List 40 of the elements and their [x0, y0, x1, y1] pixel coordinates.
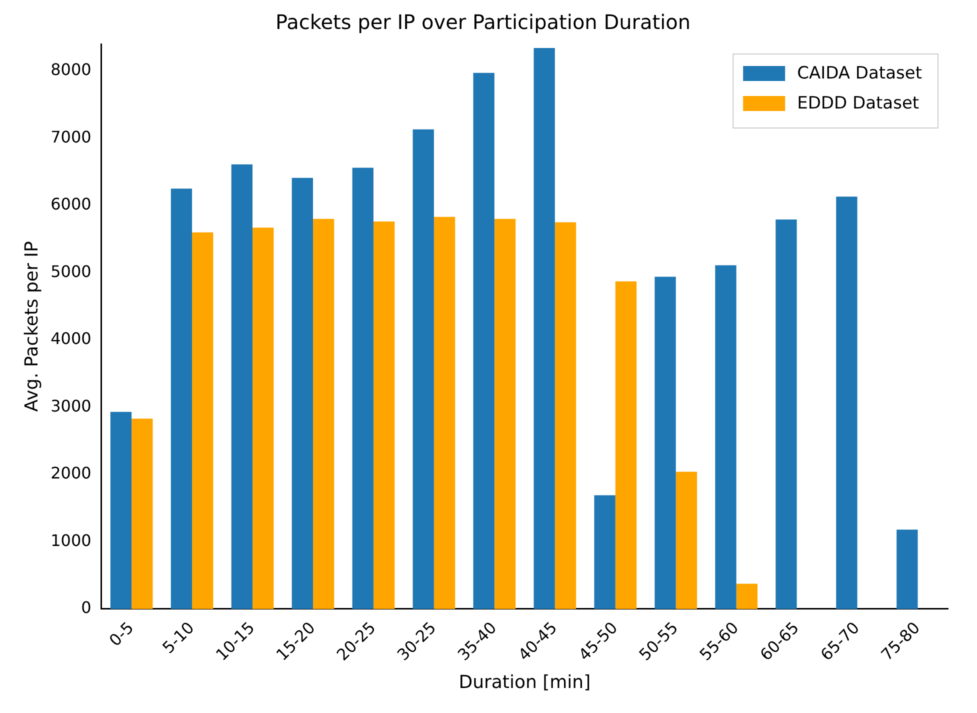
- bar: [170, 188, 192, 609]
- bar: [896, 530, 918, 609]
- bar: [312, 218, 334, 609]
- x-axis-title: Duration [min]: [458, 672, 591, 693]
- x-tick-label: 0-5: [105, 618, 138, 650]
- bar: [110, 412, 132, 609]
- bar: [715, 265, 736, 609]
- bar: [654, 276, 676, 609]
- bar: [132, 418, 153, 609]
- y-tick-label: 3000: [50, 396, 92, 416]
- bar: [676, 472, 698, 609]
- bar: [594, 495, 616, 609]
- bar: [192, 232, 214, 609]
- bar: [231, 164, 253, 609]
- bar: [736, 584, 758, 609]
- y-tick-label: 2000: [50, 464, 92, 483]
- y-axis-title: Avg. Packets per IP: [21, 241, 42, 412]
- legend-label: CAIDA Dataset: [797, 63, 922, 84]
- bar: [554, 222, 576, 609]
- bar: [352, 168, 374, 609]
- bar: [412, 129, 434, 609]
- bar: [252, 228, 274, 609]
- y-tick-label: 6000: [50, 194, 92, 214]
- bar: [292, 178, 313, 609]
- bar: [615, 281, 637, 609]
- y-tick-label: 5000: [50, 262, 92, 281]
- bar: [434, 216, 456, 609]
- y-tick-label: 0: [81, 598, 92, 618]
- y-tick-label: 8000: [50, 60, 92, 80]
- bar: [494, 218, 516, 609]
- bar: [534, 48, 555, 609]
- y-tick-label: 4000: [50, 329, 92, 348]
- legend-label: EDDD Dataset: [797, 93, 920, 114]
- bar: [373, 222, 395, 609]
- bar: [836, 196, 858, 609]
- y-tick-label: 7000: [50, 127, 92, 146]
- y-tick-label: 1000: [50, 530, 92, 550]
- chart-title: Packets per IP over Participation Duration: [275, 10, 691, 34]
- bar: [473, 72, 494, 609]
- bar: [776, 220, 797, 609]
